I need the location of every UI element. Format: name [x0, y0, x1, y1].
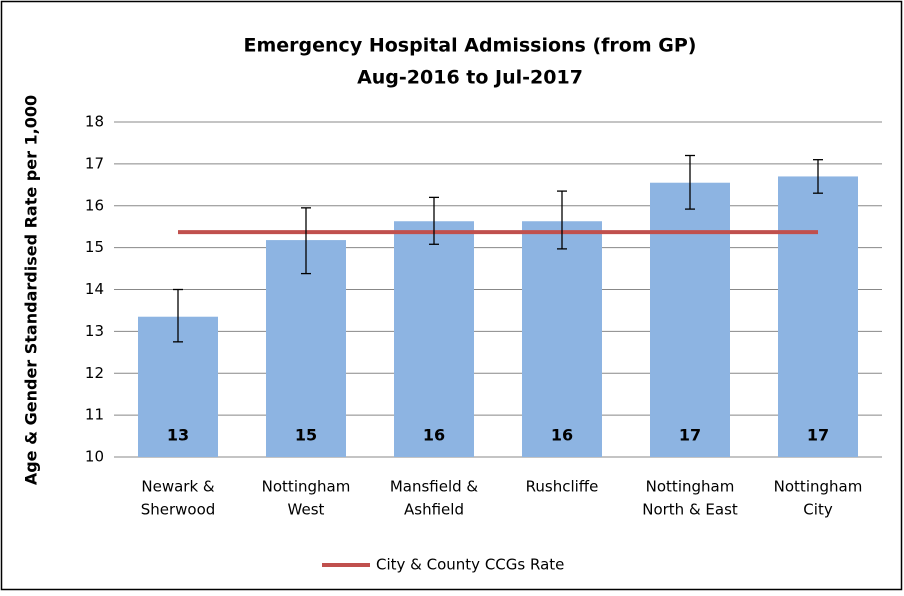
y-tick-label: 15	[85, 238, 104, 256]
error-bar	[685, 154, 695, 210]
bar	[778, 176, 858, 457]
bar	[522, 221, 602, 457]
chart-title: Emergency Hospital Admissions (from GP)	[244, 35, 697, 57]
value-label: 17	[807, 426, 829, 445]
value-label: 17	[679, 426, 701, 445]
chart-subtitle: Aug-2016 to Jul-2017	[357, 67, 583, 89]
x-tick-label: Newark &	[141, 478, 215, 496]
value-label: 16	[551, 426, 573, 445]
y-tick-label: 16	[85, 196, 104, 214]
y-tick-label: 12	[85, 364, 104, 382]
error-bar	[301, 207, 311, 275]
y-tick-label: 18	[85, 113, 104, 131]
x-tick-label: North & East	[642, 501, 738, 519]
x-tick-label: Mansfield &	[390, 478, 479, 496]
x-tick-label: City	[803, 501, 833, 519]
bar	[266, 240, 346, 457]
bar	[650, 182, 730, 457]
error-bar	[173, 288, 183, 343]
x-tick-label: Nottingham	[774, 478, 863, 496]
y-tick-label: 10	[85, 448, 104, 466]
error-bar	[813, 159, 823, 194]
x-tick-label: West	[288, 501, 325, 519]
value-label: 15	[295, 426, 317, 445]
x-tick-label: Ashfield	[404, 501, 464, 519]
x-tick-label: Rushcliffe	[526, 478, 599, 496]
error-bar	[429, 196, 439, 245]
y-tick-label: 14	[85, 280, 104, 298]
value-label: 16	[423, 426, 445, 445]
y-tick-label: 11	[85, 406, 104, 424]
y-tick-label: 13	[85, 322, 104, 340]
y-tick-label: 17	[85, 154, 104, 172]
x-tick-label: Nottingham	[646, 478, 735, 496]
x-tick-label: Nottingham	[262, 478, 351, 496]
value-label: 13	[167, 426, 189, 445]
y-axis-label: Age & Gender Standardised Rate per 1,000	[22, 95, 41, 485]
error-bar	[557, 190, 567, 250]
x-tick-label: Sherwood	[141, 501, 216, 519]
legend-label: City & County CCGs Rate	[376, 556, 564, 574]
bar	[394, 221, 474, 457]
